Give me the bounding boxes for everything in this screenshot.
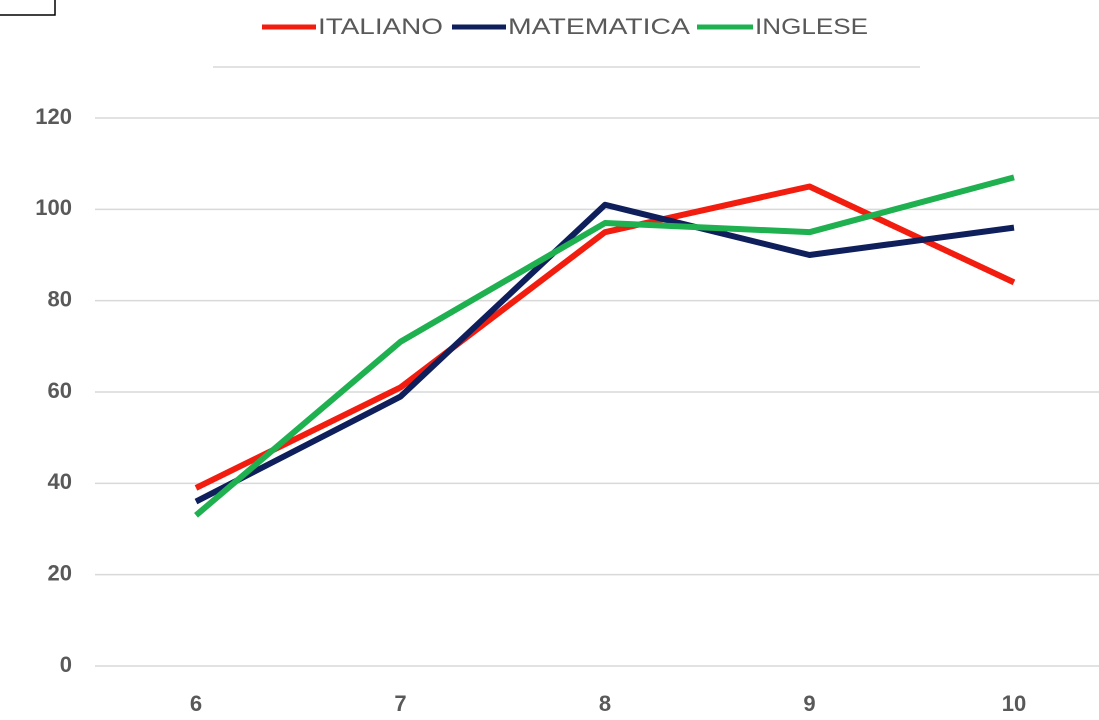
legend-label: MATEMATICA	[508, 14, 690, 39]
y-tick-label: 120	[35, 104, 72, 129]
x-tick-label: 10	[1002, 691, 1026, 716]
y-tick-label: 20	[48, 560, 72, 585]
y-tick-label: 40	[48, 469, 72, 494]
x-tick-label: 7	[394, 691, 406, 716]
series-line	[194, 201, 1015, 505]
legend-label: ITALIANO	[318, 14, 443, 39]
x-tick-label: 9	[803, 691, 815, 716]
frame-fragment	[0, 0, 56, 16]
series-line	[194, 183, 1016, 491]
x-tick-label: 6	[190, 691, 202, 716]
legend-label: INGLESE	[755, 14, 868, 39]
y-tick-label: 60	[48, 378, 72, 403]
series-line	[194, 174, 1015, 518]
y-tick-label: 0	[60, 652, 72, 677]
x-tick-label: 8	[599, 691, 611, 716]
y-tick-label: 100	[35, 195, 72, 220]
y-tick-label: 80	[48, 286, 72, 311]
